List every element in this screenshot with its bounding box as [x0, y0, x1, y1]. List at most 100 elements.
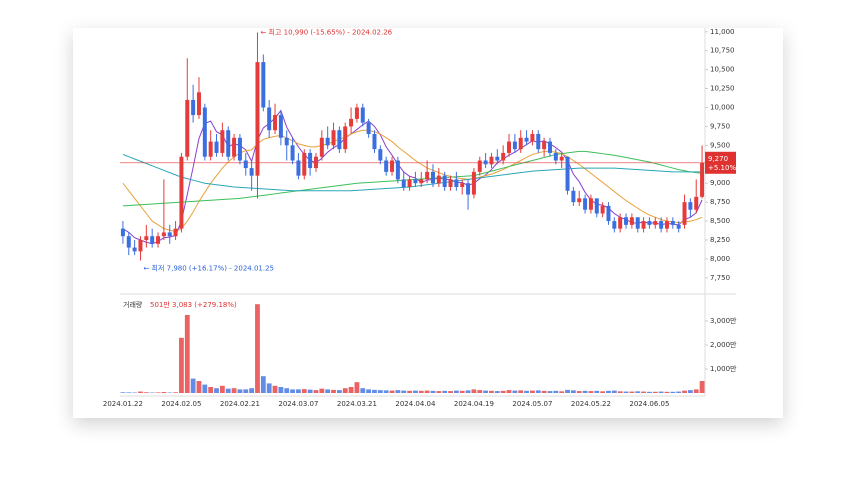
y2-tick-label: 1,000만: [710, 364, 737, 373]
candle-body: [542, 141, 547, 150]
y-tick-label: 10,000: [710, 104, 735, 112]
y-tick-label: 9,000: [710, 179, 730, 187]
volume-bar: [553, 390, 559, 393]
x-tick-label: 2024.03.07: [278, 400, 318, 408]
candle-body: [407, 179, 412, 187]
candle-body: [448, 179, 453, 187]
volume-bar: [512, 390, 518, 393]
volume-bar: [377, 390, 383, 393]
candle-body: [635, 217, 640, 229]
volume-bar: [453, 390, 459, 393]
y-tick-label: 7,750: [710, 274, 730, 282]
candle-body: [524, 137, 529, 142]
candle-body: [612, 221, 617, 229]
y2-tick-label: 2,000만: [710, 340, 737, 349]
volume-bar: [418, 390, 424, 393]
volume-bar: [307, 389, 313, 393]
candle-body: [694, 196, 699, 210]
moving-average: [122, 109, 703, 245]
volume-bar: [699, 380, 705, 393]
candle-body: [425, 171, 430, 180]
candle-body: [489, 156, 494, 165]
volume-bar: [290, 389, 295, 393]
volume-bar: [647, 391, 652, 393]
volume-title: 거래량: [123, 300, 143, 309]
volume-bar: [260, 376, 266, 393]
volume-bar: [255, 304, 260, 393]
volume-bar: [500, 390, 506, 393]
candle-body: [354, 107, 359, 119]
last-price-box: [705, 151, 736, 174]
volume-bar: [611, 390, 617, 393]
volume-bar: [336, 390, 342, 393]
candle-body: [144, 236, 149, 240]
candle-body: [156, 236, 161, 244]
candle-body: [126, 236, 131, 248]
candle-body: [682, 202, 687, 225]
candle-body: [378, 149, 383, 161]
candle-body: [588, 198, 593, 210]
candle-body: [313, 156, 318, 169]
candle-body: [226, 130, 231, 157]
volume-bar: [360, 388, 366, 393]
volume-bar: [190, 378, 196, 393]
last-price-label: 9,270: [708, 155, 728, 163]
candle-body: [495, 156, 500, 161]
volume-bar: [354, 382, 360, 393]
candle-body: [220, 130, 225, 153]
volume-bar: [196, 381, 202, 393]
candle-body: [384, 160, 389, 172]
candle-body: [325, 137, 330, 146]
volume-bar: [301, 389, 307, 393]
candle-body: [150, 236, 155, 244]
x-tick-label: 2024.05.22: [571, 400, 611, 408]
candle-body: [179, 156, 184, 229]
volume-bar: [348, 387, 354, 393]
volume-bar: [225, 388, 231, 393]
volume-bar: [284, 388, 290, 393]
candle-body: [120, 228, 125, 237]
y-tick-label: 10,750: [710, 47, 735, 55]
volume-bar: [658, 391, 664, 393]
candle-body: [302, 152, 307, 176]
volume-bar: [249, 388, 255, 393]
volume-bar: [407, 390, 412, 393]
volume-bar: [389, 390, 395, 393]
volume-bar: [629, 391, 635, 393]
chart-card: [73, 28, 783, 418]
volume-bar: [530, 390, 535, 393]
candle-body: [670, 221, 675, 225]
volume-bar: [173, 392, 178, 393]
candle-body: [196, 92, 201, 116]
candle-body: [132, 247, 137, 252]
volume-bar: [395, 390, 401, 393]
candle-body: [454, 179, 459, 187]
x-tick-label: 2024.04.04: [395, 400, 436, 408]
volume-bar: [489, 390, 494, 393]
candle-body: [390, 160, 395, 172]
volume-bar: [623, 391, 629, 393]
candle-body: [366, 122, 371, 134]
volume-bar: [465, 390, 471, 393]
candle-body: [641, 221, 646, 229]
volume-bar: [120, 392, 126, 393]
candle-body: [161, 232, 166, 237]
volume-bar: [436, 391, 442, 393]
min-annotation: ← 최저 7,980 (+16.17%) - 2024.01.25: [143, 263, 274, 272]
candle-body: [360, 107, 365, 123]
y2-tick-label: 3,000만: [710, 316, 737, 325]
candle-body: [214, 141, 219, 153]
x-tick-label: 2024.03.21: [337, 400, 377, 408]
volume-bar: [342, 388, 348, 393]
candle-body: [653, 221, 658, 225]
candle-body: [618, 217, 623, 229]
x-tick-label: 2024.05.07: [512, 400, 552, 408]
candle-body: [688, 202, 693, 210]
volume-bar: [272, 385, 278, 393]
volume-bar: [565, 389, 570, 393]
candle-body: [583, 198, 588, 210]
volume-bar: [582, 390, 588, 393]
y-tick-label: 10,250: [710, 85, 735, 93]
volume-bar: [126, 392, 132, 393]
